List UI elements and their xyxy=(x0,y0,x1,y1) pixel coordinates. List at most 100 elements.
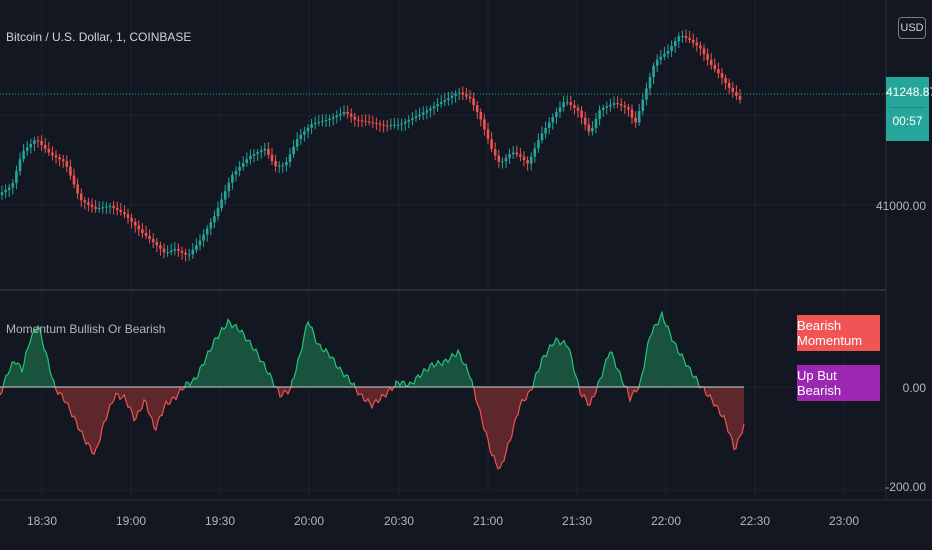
time-label: 20:00 xyxy=(293,514,325,528)
candle-body xyxy=(288,154,292,163)
candle-body xyxy=(115,207,119,210)
candle-body xyxy=(213,216,216,223)
candle-body xyxy=(94,207,97,209)
candle-body xyxy=(569,102,573,106)
candle-body xyxy=(727,82,731,88)
candle-body xyxy=(346,112,349,114)
candle-body xyxy=(609,104,612,107)
osc-fill xyxy=(627,387,639,401)
candle-body xyxy=(623,105,627,108)
time-label: 22:30 xyxy=(739,514,771,528)
candle-body xyxy=(277,165,281,167)
momentum-oscillator xyxy=(0,310,745,470)
candle-body xyxy=(141,229,144,233)
candle-body xyxy=(249,155,252,160)
time-label: 21:30 xyxy=(561,514,593,528)
candle-body xyxy=(227,182,231,192)
legend-bearish-momentum: Bearish Momentum xyxy=(797,315,880,351)
candle-body xyxy=(191,249,195,255)
candle-body xyxy=(187,254,191,256)
candle-body xyxy=(0,192,4,195)
osc-line xyxy=(54,386,186,455)
candle-body xyxy=(11,183,15,188)
candle-body xyxy=(443,100,447,103)
time-label: 19:00 xyxy=(115,514,147,528)
candle-body xyxy=(83,200,87,203)
candle-body xyxy=(22,150,25,160)
candle-body xyxy=(245,159,249,164)
osc-fill xyxy=(291,322,355,387)
candle-body xyxy=(15,171,18,184)
candle-body xyxy=(119,209,123,213)
candle-body xyxy=(299,134,303,139)
candle-body xyxy=(69,166,72,176)
candle-body xyxy=(648,77,652,89)
candle-body xyxy=(418,114,421,117)
candle-body xyxy=(202,234,205,241)
osc-fill xyxy=(639,312,699,387)
candle-body xyxy=(36,140,40,142)
osc-line xyxy=(472,386,534,470)
candle-body xyxy=(436,104,439,107)
candle-body xyxy=(349,113,353,117)
last-price-tag: 41248.87 00:57 xyxy=(886,77,932,141)
candle-body xyxy=(241,163,245,167)
candle-body xyxy=(234,170,238,175)
osc-line xyxy=(532,337,580,388)
candle-body xyxy=(79,193,83,201)
time-label: 23:00 xyxy=(828,514,860,528)
currency-button[interactable]: USD xyxy=(898,17,926,39)
candle-body xyxy=(421,112,425,115)
candle-body xyxy=(65,161,69,167)
candle-body xyxy=(713,65,717,70)
candle-body xyxy=(4,189,7,193)
candle-body xyxy=(184,252,187,255)
candle-body xyxy=(144,232,148,236)
osc-line xyxy=(0,386,4,396)
candle-body xyxy=(281,165,285,167)
candle-body xyxy=(263,148,267,151)
candle-body xyxy=(497,155,501,162)
candle-body xyxy=(670,46,673,52)
candle-body xyxy=(223,191,227,200)
candle-body xyxy=(486,129,490,140)
candle-body xyxy=(177,248,180,251)
candle-body xyxy=(407,119,411,122)
time-label: 22:00 xyxy=(650,514,682,528)
candle-body xyxy=(371,122,375,124)
candle-body xyxy=(501,161,504,163)
candle-body xyxy=(58,157,61,160)
osc-fill xyxy=(55,387,185,455)
candle-body xyxy=(537,140,540,149)
candle-body xyxy=(43,144,47,149)
osc-line xyxy=(626,386,640,404)
symbol-title[interactable]: Bitcoin / U.S. Dollar, 1, COINBASE xyxy=(6,30,192,44)
candle-body xyxy=(166,251,169,253)
candle-body xyxy=(465,94,468,97)
candle-body xyxy=(198,240,202,246)
candle-body xyxy=(425,110,429,113)
candle-body xyxy=(173,248,177,251)
candle-body xyxy=(738,95,742,100)
candle-body xyxy=(472,98,475,106)
candle-body xyxy=(61,159,65,162)
candle-body xyxy=(684,36,688,38)
candle-body xyxy=(331,117,335,119)
candle-body xyxy=(645,88,648,100)
candle-body xyxy=(558,107,562,113)
candle-body xyxy=(393,124,396,126)
candle-body xyxy=(630,109,634,118)
osc-line xyxy=(596,351,628,388)
candle-body xyxy=(385,125,389,127)
candle-body xyxy=(310,124,313,128)
indicator-title[interactable]: Momentum Bullish Or Bearish xyxy=(6,322,166,336)
candle-body xyxy=(169,250,173,252)
osc-fill xyxy=(473,387,533,469)
candle-body xyxy=(522,156,526,161)
candle-body xyxy=(317,122,321,124)
candle-body xyxy=(72,175,76,185)
candle-body xyxy=(735,92,738,96)
candle-body xyxy=(565,102,569,104)
candle-body xyxy=(551,117,555,123)
